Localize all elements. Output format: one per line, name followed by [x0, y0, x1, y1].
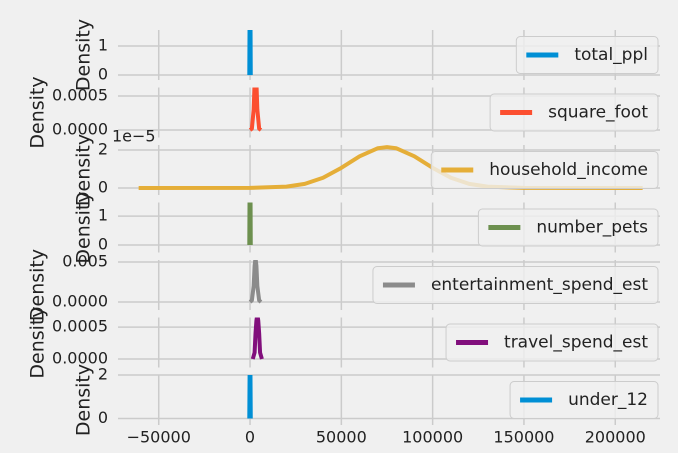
legend-box — [489, 93, 659, 132]
density-line — [250, 317, 264, 360]
legend-box — [515, 36, 659, 74]
y-tick-label: 0.0005 — [52, 317, 108, 336]
legend-label: square_foot — [548, 103, 648, 123]
y-axis-label: Density — [27, 249, 49, 321]
x-tick-label: 0 — [245, 428, 255, 447]
legend: square_foot — [489, 93, 659, 132]
y-offset-text: 1e−5 — [112, 127, 156, 146]
y-tick-label: 2 — [98, 365, 108, 384]
legend-box — [509, 381, 659, 419]
y-tick-label: 0 — [98, 65, 108, 84]
x-tick-label: 50000 — [316, 428, 367, 447]
y-tick-label: 0.0005 — [52, 86, 108, 105]
legend: total_ppl — [515, 36, 659, 74]
legend: under_12 — [509, 381, 659, 419]
legend-label: number_pets — [536, 218, 648, 238]
y-axis-label: Density — [72, 134, 94, 206]
x-tick-label: 150000 — [493, 428, 554, 447]
y-axis-label: Density — [72, 364, 94, 436]
y-tick-label: 0 — [98, 177, 108, 196]
y-tick-label: 2 — [98, 139, 108, 158]
legend-label: entertainment_spend_est — [431, 275, 648, 295]
density-line — [248, 87, 263, 132]
legend: entertainment_spend_est — [372, 266, 659, 304]
y-tick-label: 0 — [98, 408, 108, 427]
y-tick-label: 0.005 — [62, 252, 108, 271]
legend-box — [430, 151, 659, 189]
legend: travel_spend_est — [445, 323, 659, 362]
legend-box — [477, 208, 659, 247]
legend-label: household_income — [489, 160, 648, 180]
y-tick-label: 1 — [98, 206, 108, 225]
y-axis-label: Density — [27, 76, 49, 148]
y-tick-label: 0.0000 — [52, 349, 108, 368]
y-axis-label: Density — [27, 306, 49, 378]
y-tick-label: 0 — [98, 234, 108, 253]
y-tick-label: 0.0000 — [52, 120, 108, 139]
legend: number_pets — [477, 208, 659, 247]
legend-label: under_12 — [568, 390, 648, 410]
legend-box — [445, 323, 659, 362]
y-axis-label: Density — [72, 19, 94, 91]
y-tick-label: 0.0000 — [52, 292, 108, 311]
density-line — [248, 260, 263, 304]
density-line — [247, 30, 253, 76]
x-tick-label: 200000 — [585, 428, 646, 447]
y-axis-label: Density — [72, 191, 94, 263]
legend-label: total_ppl — [574, 45, 648, 65]
density-line — [247, 375, 253, 419]
legend: household_income — [430, 151, 659, 189]
legend-label: travel_spend_est — [504, 333, 648, 353]
x-tick-label: 100000 — [402, 428, 463, 447]
y-tick-label: 1 — [98, 35, 108, 54]
legend-box — [372, 266, 659, 304]
x-tick-label: −50000 — [127, 428, 191, 447]
